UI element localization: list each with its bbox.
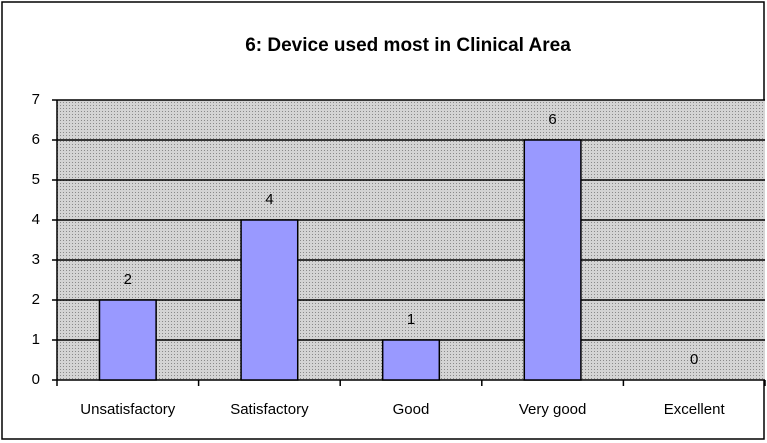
y-tick-label: 3 <box>32 251 40 268</box>
bar <box>523 139 582 381</box>
data-label: 4 <box>265 191 273 208</box>
x-tick-label: Good <box>393 401 430 418</box>
data-label: 2 <box>124 271 132 288</box>
y-tick-label: 6 <box>32 131 40 148</box>
bar <box>240 219 299 381</box>
plot-area <box>57 100 765 380</box>
x-tick-label: Very good <box>519 401 587 418</box>
bar <box>98 299 157 381</box>
data-label: 0 <box>690 351 698 368</box>
y-tick-label: 1 <box>32 331 40 348</box>
y-tick-label: 7 <box>32 91 40 108</box>
data-label: 6 <box>548 111 556 128</box>
x-tick-label: Unsatisfactory <box>80 401 176 418</box>
data-label: 1 <box>407 311 415 328</box>
x-tick-label: Satisfactory <box>230 401 309 418</box>
y-tick-label: 0 <box>32 371 40 388</box>
x-tick-label: Excellent <box>664 401 726 418</box>
chart-title: 6: Device used most in Clinical Area <box>245 35 571 56</box>
bar <box>381 339 441 381</box>
y-tick-label: 2 <box>32 291 40 308</box>
y-tick-label: 4 <box>32 211 40 228</box>
y-tick-label: 5 <box>32 171 40 188</box>
